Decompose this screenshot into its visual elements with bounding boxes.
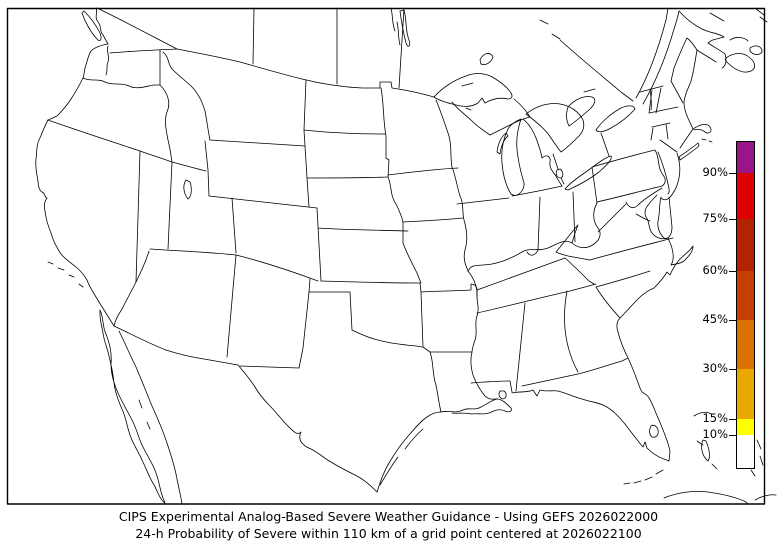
state-borders — [47, 49, 674, 413]
colorbar-tick-label-45: 45% — [702, 312, 728, 326]
colorbar-tickmark — [729, 173, 736, 174]
great-lakes — [433, 73, 636, 196]
caribbean-islands — [663, 411, 777, 505]
colorbar-tickmark — [729, 435, 736, 436]
colorbar-tick-label-15: 15% — [702, 411, 728, 425]
colorbar-segment-below-10 — [737, 435, 754, 468]
colorbar-tickmark — [729, 320, 736, 321]
pacific-coastline — [35, 7, 109, 303]
colorbar-tick-label-10: 10% — [702, 427, 728, 441]
colorbar-tickmark — [729, 369, 736, 370]
caption-line-2: 24-h Probability of Severe within 110 km… — [135, 526, 642, 541]
mexico-borders-coastline — [98, 301, 239, 505]
colorbar-tick-label-90: 90% — [702, 165, 728, 179]
colorbar-segment-10-15 — [737, 419, 754, 435]
colorbar-segment-30-45 — [737, 320, 754, 369]
colorbar-segment-90plus — [737, 142, 754, 173]
figure-caption: CIPS Experimental Analog-Based Severe We… — [0, 508, 777, 542]
colorbar-tick-label-60: 60% — [702, 263, 728, 277]
colorbar-segment-60-75 — [737, 219, 754, 271]
colorbar-tick-label-75: 75% — [702, 211, 728, 225]
probability-colorbar — [736, 141, 755, 469]
colorbar-tickmark — [729, 271, 736, 272]
gulf-atlantic-coastline — [237, 194, 694, 493]
map-frame — [6, 7, 766, 505]
colorbar-segment-75-90 — [737, 173, 754, 219]
colorbar-segment-15-30 — [737, 369, 754, 419]
caption-line-1: CIPS Experimental Analog-Based Severe We… — [118, 509, 659, 524]
colorbar-tickmark — [729, 219, 736, 220]
colorbar-tick-label-30: 30% — [702, 361, 728, 375]
colorbar-tickmark — [729, 419, 736, 420]
northeast-coastline — [639, 37, 713, 197]
canada-borders — [96, 7, 768, 105]
colorbar-segment-45-60 — [737, 271, 754, 320]
